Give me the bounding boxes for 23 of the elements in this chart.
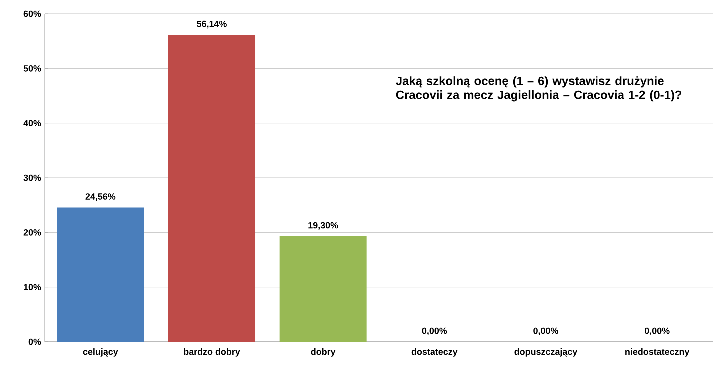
y-tick-label: 0%	[28, 338, 42, 346]
y-tick-label: 50%	[24, 65, 42, 72]
bar	[168, 35, 256, 342]
y-tick-label: 10%	[24, 284, 42, 291]
x-tick-label: dopuszczający	[514, 348, 578, 357]
data-label: 0,00%	[422, 328, 448, 336]
bar	[280, 236, 367, 342]
y-tick-label: 60%	[24, 10, 42, 18]
x-tick-label: dobry	[311, 348, 336, 357]
x-tick-label: niedostateczny	[626, 348, 690, 357]
data-label: 19,30%	[308, 222, 338, 230]
y-tick-label: 40%	[24, 120, 42, 127]
x-tick-label: celujący	[83, 348, 118, 357]
bar	[57, 208, 144, 342]
x-tick-label: bardzo dobry	[184, 348, 240, 357]
data-label: 0,00%	[644, 328, 670, 336]
y-tick-label: 30%	[24, 174, 42, 182]
y-tick-label: 20%	[24, 229, 42, 236]
data-label: 56,14%	[197, 20, 227, 29]
x-tick-label: dostateczy	[412, 348, 458, 357]
data-label: 24,56%	[86, 194, 116, 202]
data-label: 0,00%	[534, 328, 558, 336]
annotation: Jaką szkolną ocenę (1 – 6) wystawisz drużynie Cracovii za mecz Jagiellonia – Cracovia 1-2 (0-1)?	[396, 76, 682, 102]
